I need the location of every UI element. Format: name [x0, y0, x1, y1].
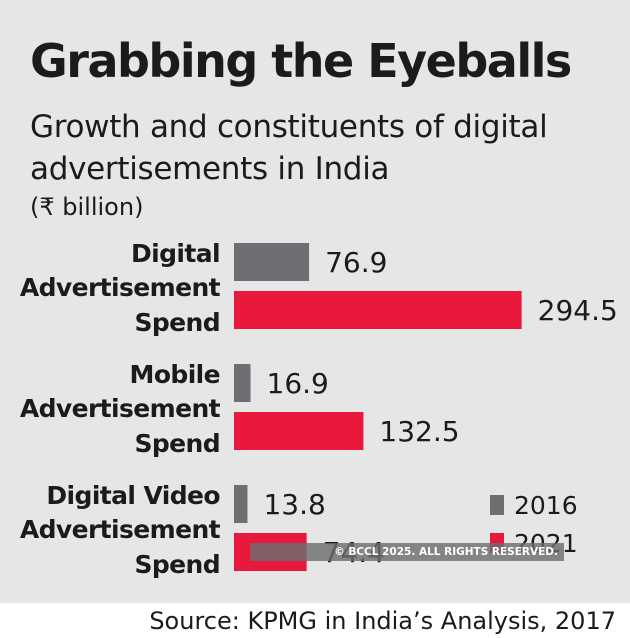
category-label: Advertisement — [20, 515, 221, 544]
category-label: Spend — [134, 308, 220, 337]
legend-swatch-2016 — [490, 495, 504, 515]
copyright-watermark: © BCCL 2025. ALL RIGHTS RESERVED. — [250, 543, 564, 561]
bar-2016-2 — [234, 485, 248, 523]
category-label: Advertisement — [20, 394, 221, 423]
source-note: Source: KPMG in India’s Analysis, 2017 — [149, 607, 616, 635]
bar-2021-0 — [234, 291, 522, 329]
category-label: Mobile — [130, 360, 220, 389]
data-label: 132.5 — [379, 415, 459, 448]
category-label: Spend — [134, 429, 220, 458]
chart-title: Grabbing the Eyeballs — [30, 34, 572, 88]
data-label: 16.9 — [267, 367, 329, 400]
data-label: 13.8 — [263, 488, 325, 521]
category-label: Spend — [134, 550, 220, 579]
data-label: 294.5 — [538, 294, 618, 327]
bar-2016-0 — [234, 243, 310, 281]
bar-2021-1 — [234, 412, 364, 450]
category-label: Advertisement — [20, 273, 221, 302]
bar-2016-1 — [234, 364, 251, 402]
data-label: 76.9 — [325, 246, 387, 279]
category-label: Digital — [131, 239, 220, 268]
bar-chart: Digital Advertisement Spend 76.9 294.5 Mobile… — [20, 239, 618, 579]
legend-label-2016: 2016 — [514, 491, 578, 520]
chart-subtitle: Growth and constituents of digital adver… — [30, 109, 548, 187]
category-label: Digital Video — [46, 481, 220, 510]
chart-unit: (₹ billion) — [30, 193, 144, 221]
